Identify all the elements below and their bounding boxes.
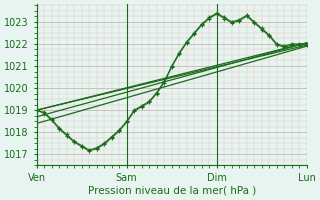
X-axis label: Pression niveau de la mer( hPa ): Pression niveau de la mer( hPa )	[88, 186, 256, 196]
